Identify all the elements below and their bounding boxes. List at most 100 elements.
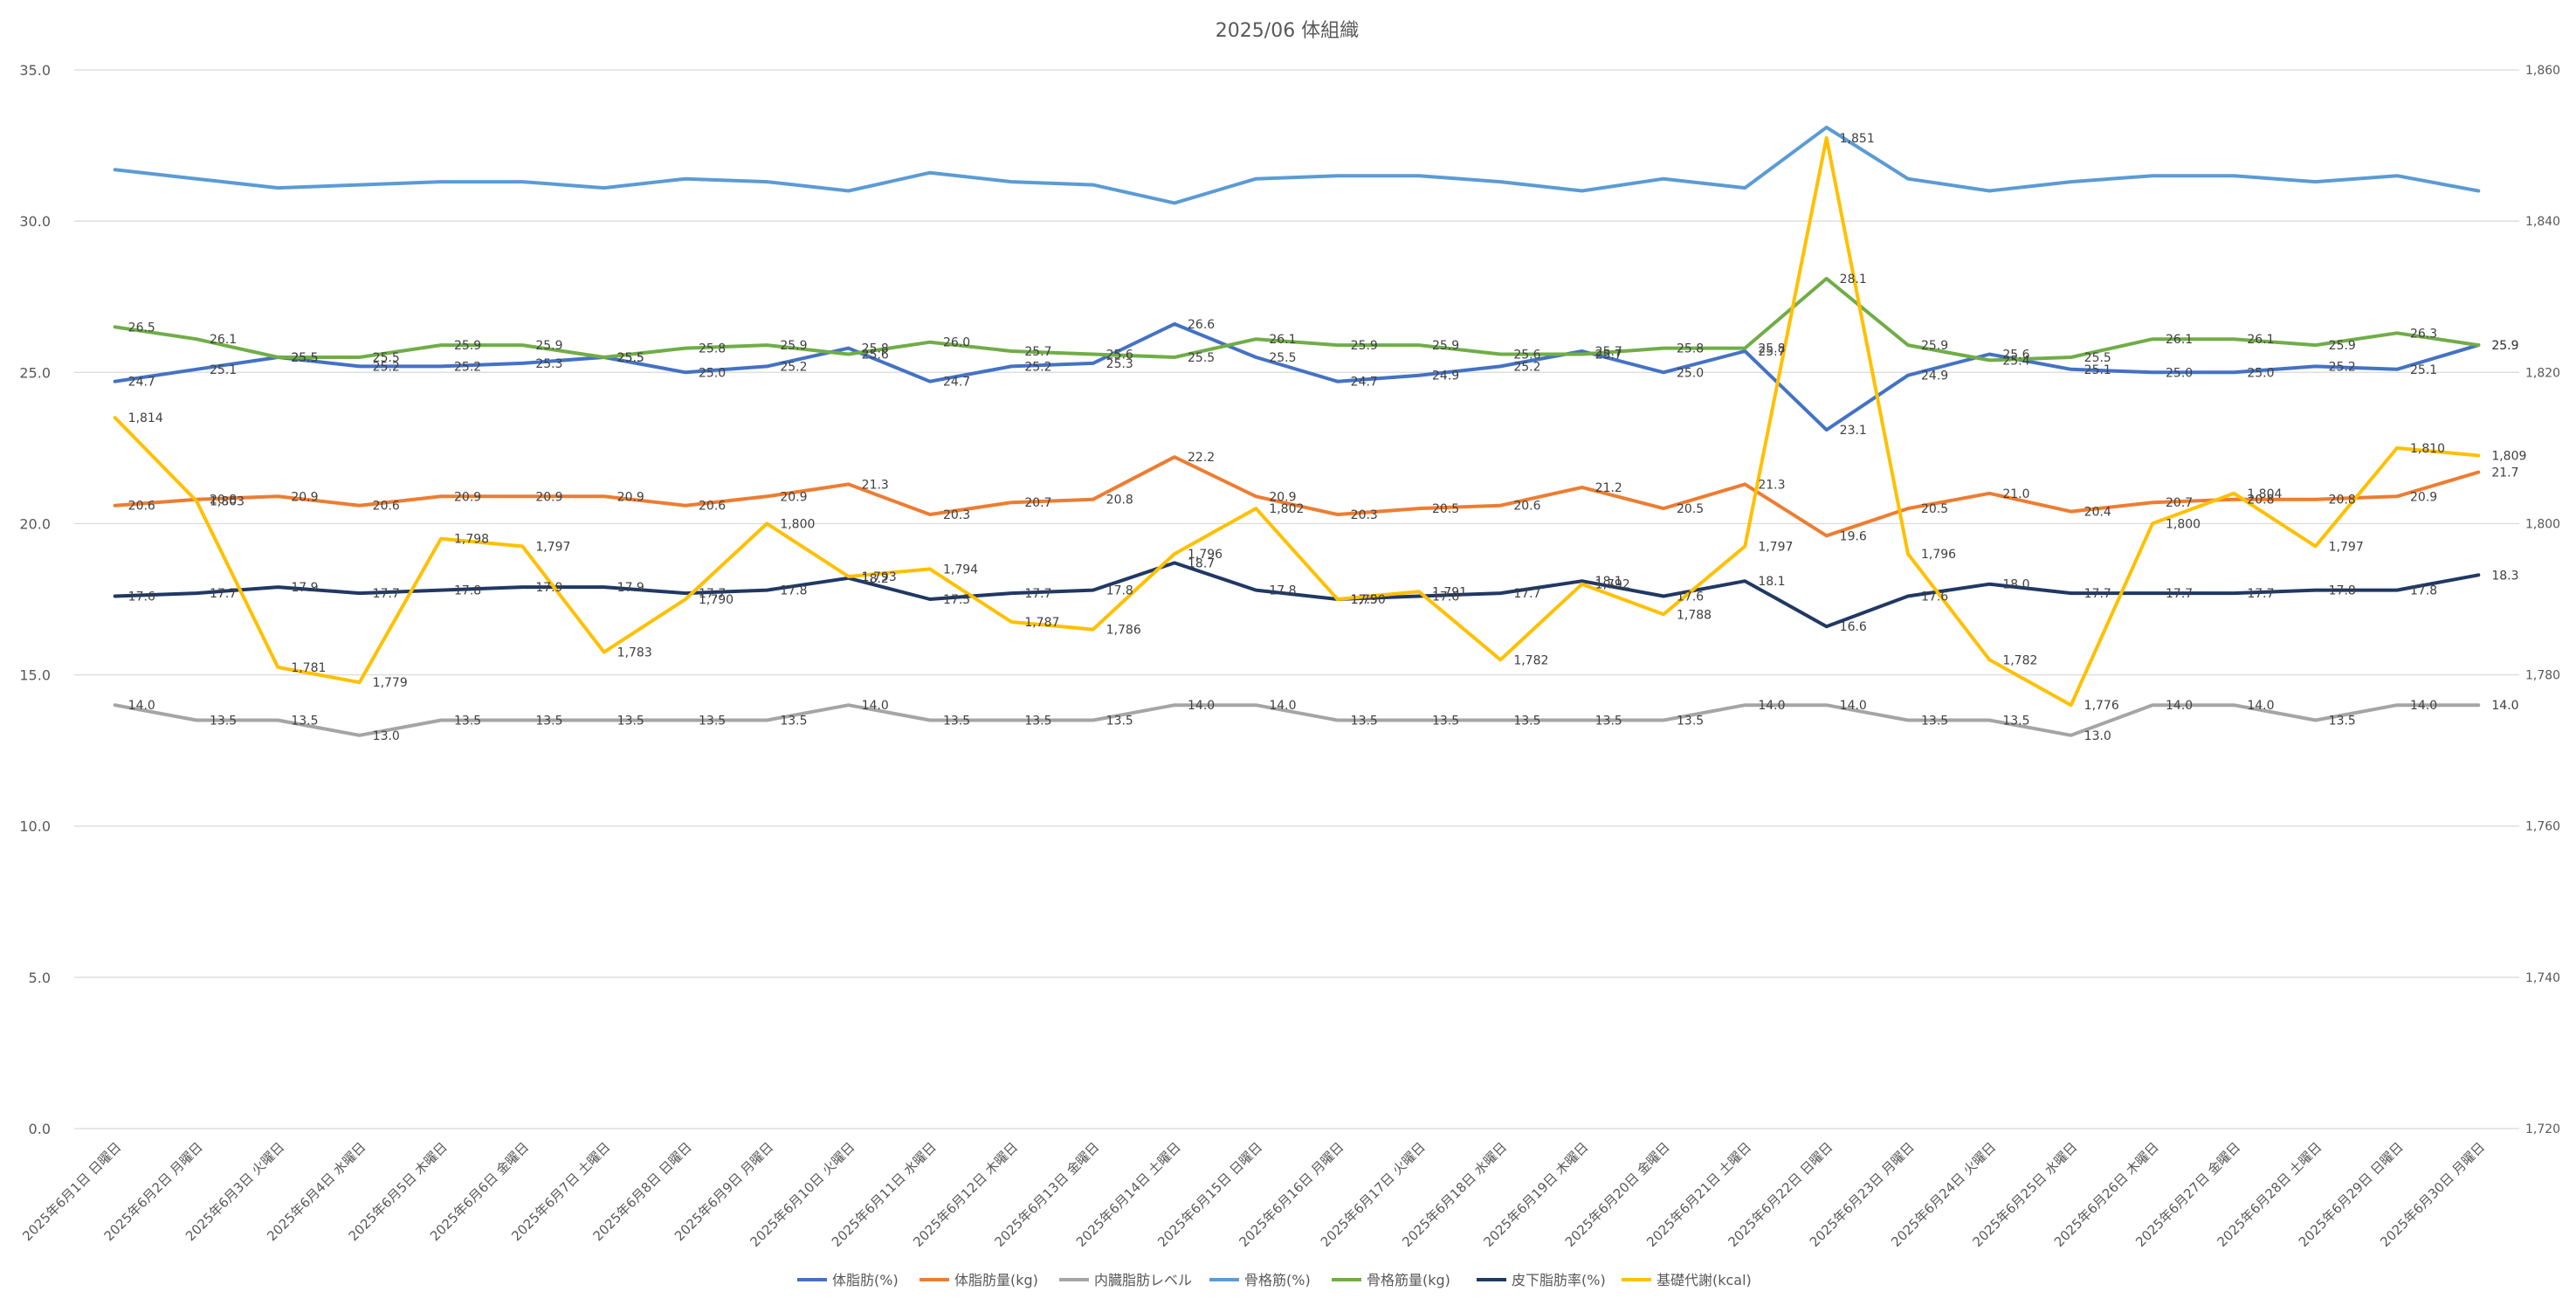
data-label: 20.6	[373, 500, 400, 514]
data-label: 25.2	[454, 360, 481, 374]
data-label: 25.6	[1106, 349, 1133, 363]
data-label: 25.9	[535, 339, 562, 353]
data-label: 21.3	[1758, 478, 1785, 492]
y-right-tick-label: 1,820	[2525, 366, 2560, 380]
data-label: 21.3	[862, 478, 889, 492]
y-left-tick-label: 15.0	[19, 667, 51, 684]
legend-item[interactable]: 体脂肪(%)	[797, 1272, 899, 1288]
data-label: 13.5	[2329, 715, 2356, 729]
data-label: 1,781	[291, 661, 326, 675]
data-label: 17.6	[1677, 590, 1704, 604]
series-line-3	[113, 703, 2481, 737]
y-right-tick-label: 1,740	[2525, 971, 2560, 985]
y-right-tick-label: 1,720	[2525, 1122, 2560, 1136]
legend-item[interactable]: 内臓脂肪レベル	[1059, 1272, 1192, 1288]
data-label: 25.0	[2166, 366, 2193, 380]
data-label: 20.9	[2410, 490, 2437, 504]
series-line-1	[113, 321, 2481, 432]
data-label: 25.4	[2002, 354, 2029, 368]
data-label: 14.0	[2166, 699, 2193, 713]
data-label: 17.7	[2084, 587, 2111, 601]
chart-title: 2025/06 体組織	[1216, 20, 1359, 42]
data-label: 20.6	[1513, 500, 1540, 514]
data-label: 13.5	[1921, 715, 1948, 729]
data-label: 13.5	[1024, 715, 1051, 729]
data-label: 13.5	[1595, 715, 1622, 729]
y-left-tick-label: 10.0	[19, 818, 51, 835]
data-label: 14.0	[2410, 699, 2437, 713]
data-label: 17.9	[291, 581, 318, 595]
series-line-5	[113, 276, 2481, 363]
data-label: 20.9	[535, 490, 562, 504]
data-label: 1,814	[128, 411, 163, 425]
data-label: 25.6	[862, 349, 889, 363]
data-label: 26.1	[2247, 333, 2274, 347]
legend-label: 骨格筋(%)	[1244, 1272, 1311, 1288]
legend-label: 基礎代謝(kcal)	[1656, 1272, 1752, 1288]
data-label: 20.5	[1677, 502, 1704, 516]
data-label: 17.8	[2410, 584, 2437, 598]
legend-label: 体脂肪(%)	[832, 1272, 899, 1288]
data-label: 1,803	[210, 494, 245, 508]
data-label: 17.7	[1513, 587, 1540, 601]
data-label: 20.9	[780, 490, 807, 504]
data-label: 17.5	[943, 593, 970, 607]
y-right-tick-label: 1,800	[2525, 517, 2560, 531]
y-right-tick-label: 1,860	[2525, 64, 2560, 78]
data-label: 20.9	[291, 490, 318, 504]
data-label: 20.7	[1024, 496, 1051, 510]
data-label: 19.6	[1840, 529, 1867, 543]
data-label: 17.9	[535, 581, 562, 595]
series-line-4	[113, 125, 2481, 205]
data-label: 1,787	[1024, 616, 1059, 630]
legend-item[interactable]: 体脂肪量(kg)	[920, 1272, 1038, 1288]
legend-item[interactable]: 骨格筋量(kg)	[1332, 1272, 1450, 1288]
data-label: 25.9	[1921, 339, 1948, 353]
data-label: 17.6	[1432, 590, 1459, 604]
data-label: 1,791	[1432, 585, 1467, 599]
data-label: 25.2	[2329, 360, 2356, 374]
data-label: 17.6	[128, 590, 155, 604]
legend-item[interactable]: 皮下脂肪率(%)	[1477, 1272, 1606, 1288]
data-label: 13.5	[699, 715, 726, 729]
y-right-tick-label: 1,760	[2525, 820, 2560, 834]
legend-item[interactable]: 骨格筋(%)	[1209, 1272, 1311, 1288]
data-label: 18.1	[1595, 575, 1622, 589]
data-label: 1,782	[1513, 653, 1548, 667]
series-line-2	[113, 455, 2481, 538]
y-left-tick-label: 0.0	[29, 1121, 51, 1137]
data-label: 20.8	[2247, 494, 2274, 508]
data-label: 13.5	[617, 715, 644, 729]
data-label: 20.4	[2084, 506, 2111, 520]
data-label: 25.9	[2329, 339, 2356, 353]
data-label: 1,809	[2491, 450, 2526, 464]
y-left-tick-label: 25.0	[19, 364, 51, 381]
data-label: 18.2	[862, 572, 889, 586]
legend-item[interactable]: 基礎代謝(kcal)	[1622, 1272, 1752, 1288]
data-label: 1,797	[2329, 540, 2364, 554]
data-label: 22.2	[1188, 451, 1215, 465]
data-label: 13.5	[1432, 715, 1459, 729]
data-label: 17.8	[1269, 584, 1296, 598]
data-label: 1,810	[2410, 442, 2445, 456]
data-label: 25.2	[780, 360, 807, 374]
data-label: 13.5	[1106, 715, 1133, 729]
data-label: 25.5	[2084, 351, 2111, 365]
data-label: 13.5	[780, 715, 807, 729]
data-label: 17.7	[373, 587, 400, 601]
data-label: 25.8	[1758, 342, 1785, 356]
data-label: 1,779	[373, 676, 408, 690]
data-label: 25.5	[1188, 351, 1215, 365]
y-left-tick-label: 20.0	[19, 515, 51, 532]
y-right-tick-label: 1,840	[2525, 215, 2560, 229]
data-label: 25.2	[373, 360, 400, 374]
data-label: 13.5	[291, 715, 318, 729]
data-label: 25.8	[1677, 342, 1704, 356]
data-label: 25.2	[1024, 360, 1051, 374]
data-label: 13.5	[2002, 715, 2029, 729]
data-label: 18.7	[1188, 556, 1215, 570]
data-label: 24.7	[128, 376, 155, 390]
data-label: 1,792	[1595, 578, 1630, 592]
data-label: 20.6	[699, 500, 726, 514]
data-label: 14.0	[1269, 699, 1296, 713]
